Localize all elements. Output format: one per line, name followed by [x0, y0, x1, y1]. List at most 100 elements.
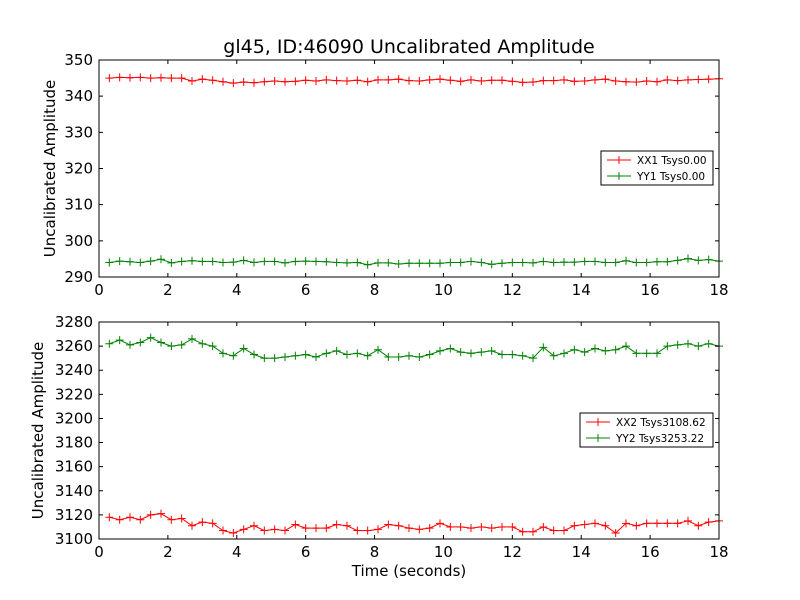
data-point-0-0-26 — [374, 75, 382, 84]
data-point-1-1-33 — [446, 344, 455, 353]
data-point-0-1-15 — [260, 257, 269, 266]
data-point-0-0-10 — [208, 76, 217, 85]
data-point-1-1-6 — [167, 342, 176, 351]
data-point-1-1-57 — [694, 342, 703, 351]
data-point-1-1-7 — [177, 340, 186, 349]
data-point-0-1-32 — [436, 259, 444, 268]
data-point-1-0-44 — [560, 526, 568, 535]
data-point-0-0-25 — [363, 77, 372, 86]
data-point-1-1-54 — [663, 342, 672, 351]
data-point-1-0-28 — [394, 521, 403, 530]
x-tick-label-0-2: 4 — [232, 281, 242, 299]
data-point-1-0-0 — [105, 513, 114, 522]
x-tick-label-1-2: 4 — [232, 543, 242, 561]
data-point-0-1-23 — [343, 258, 351, 267]
data-point-1-0-12 — [229, 528, 238, 537]
data-point-0-0-50 — [622, 77, 630, 86]
data-point-1-0-49 — [611, 528, 620, 537]
data-point-0-0-1 — [115, 73, 124, 82]
data-point-0-1-35 — [467, 257, 475, 266]
data-point-0-0-22 — [332, 76, 341, 85]
series-line-0-0 — [109, 76, 720, 84]
data-point-0-0-41 — [529, 78, 537, 87]
data-point-1-0-43 — [549, 526, 558, 535]
x-tick-label-0-1: 2 — [163, 281, 173, 299]
data-point-0-0-18 — [291, 77, 300, 86]
data-point-0-1-7 — [177, 257, 186, 266]
x-tick-label-1-0: 0 — [94, 543, 104, 561]
data-point-1-0-19 — [301, 524, 310, 533]
x-tick-label-1-1: 2 — [163, 543, 173, 561]
data-point-1-1-13 — [239, 344, 248, 353]
data-point-1-1-1 — [115, 336, 124, 345]
legend-swatch-1-1 — [586, 434, 610, 442]
y-tick-label-1-0: 3100 — [55, 530, 93, 548]
data-point-1-0-16 — [270, 525, 279, 534]
data-point-0-0-11 — [219, 77, 227, 86]
data-point-1-1-38 — [498, 350, 506, 359]
x-tick-label-1-3: 6 — [301, 543, 311, 561]
data-point-0-0-39 — [508, 77, 517, 86]
data-point-0-1-20 — [312, 257, 320, 266]
data-point-1-0-46 — [580, 520, 589, 529]
data-point-1-0-58 — [704, 518, 713, 527]
legend-label-1-0: XX2 Tsys3108.62 — [616, 417, 706, 429]
data-point-1-1-12 — [229, 351, 238, 360]
x-tick-label-0-5: 10 — [434, 281, 453, 299]
data-point-1-1-22 — [332, 346, 341, 355]
data-point-1-1-46 — [580, 348, 589, 357]
data-point-1-1-9 — [198, 339, 207, 348]
data-point-0-0-43 — [549, 76, 558, 85]
data-point-0-0-2 — [126, 73, 134, 82]
data-point-0-0-20 — [312, 76, 320, 85]
data-point-0-0-4 — [146, 74, 155, 83]
data-point-0-1-17 — [281, 258, 289, 267]
y-tick-label-0-6: 350 — [64, 51, 93, 69]
data-point-0-1-36 — [477, 258, 486, 267]
data-point-0-1-8 — [188, 256, 196, 265]
data-point-0-0-51 — [632, 78, 641, 87]
data-point-0-1-25 — [363, 260, 372, 269]
data-point-1-0-56 — [684, 516, 692, 525]
data-point-1-1-42 — [539, 343, 548, 352]
y-tick-label-1-5: 3200 — [55, 409, 93, 427]
data-point-1-0-21 — [322, 524, 331, 533]
data-point-1-0-2 — [126, 513, 134, 522]
data-point-1-0-6 — [167, 515, 176, 524]
data-point-1-0-26 — [374, 525, 382, 534]
data-point-0-1-22 — [332, 258, 341, 267]
data-point-0-1-28 — [394, 259, 403, 268]
data-point-1-1-50 — [622, 342, 630, 351]
data-point-1-1-47 — [591, 344, 599, 353]
data-point-1-0-32 — [436, 519, 444, 528]
data-point-0-0-6 — [167, 74, 176, 83]
data-point-1-1-34 — [456, 348, 465, 357]
data-point-0-1-45 — [570, 258, 579, 267]
x-tick-label-1-5: 10 — [434, 543, 453, 561]
x-tick-label-0-6: 12 — [503, 281, 522, 299]
data-point-0-0-32 — [436, 75, 444, 84]
data-point-0-1-26 — [374, 258, 382, 267]
data-point-0-0-42 — [539, 76, 548, 85]
data-point-0-1-51 — [632, 258, 641, 267]
data-point-0-1-11 — [219, 258, 227, 267]
data-point-0-1-30 — [415, 259, 424, 268]
data-point-0-1-14 — [250, 258, 258, 267]
data-point-1-0-20 — [312, 524, 320, 533]
data-point-0-1-43 — [549, 258, 558, 267]
data-point-0-0-16 — [270, 76, 279, 85]
x-tick-label-0-0: 0 — [94, 281, 104, 299]
data-point-1-0-39 — [508, 522, 517, 531]
bottom-panel: 0 2 4 6 8 10 12 14 16 18 3100 3120 3140 3160 3180 3200 3… — [29, 313, 729, 580]
data-point-1-1-8 — [188, 334, 196, 343]
data-point-1-0-8 — [188, 521, 196, 530]
x-tick-label-1-9: 18 — [709, 543, 728, 561]
data-point-0-0-24 — [353, 76, 362, 85]
data-point-1-1-29 — [405, 351, 413, 360]
data-point-0-0-15 — [260, 77, 269, 86]
data-point-1-1-18 — [291, 351, 300, 360]
data-point-1-0-24 — [353, 526, 362, 535]
data-point-1-0-22 — [332, 520, 341, 529]
data-point-1-0-29 — [405, 524, 413, 533]
data-point-0-0-47 — [591, 75, 599, 84]
